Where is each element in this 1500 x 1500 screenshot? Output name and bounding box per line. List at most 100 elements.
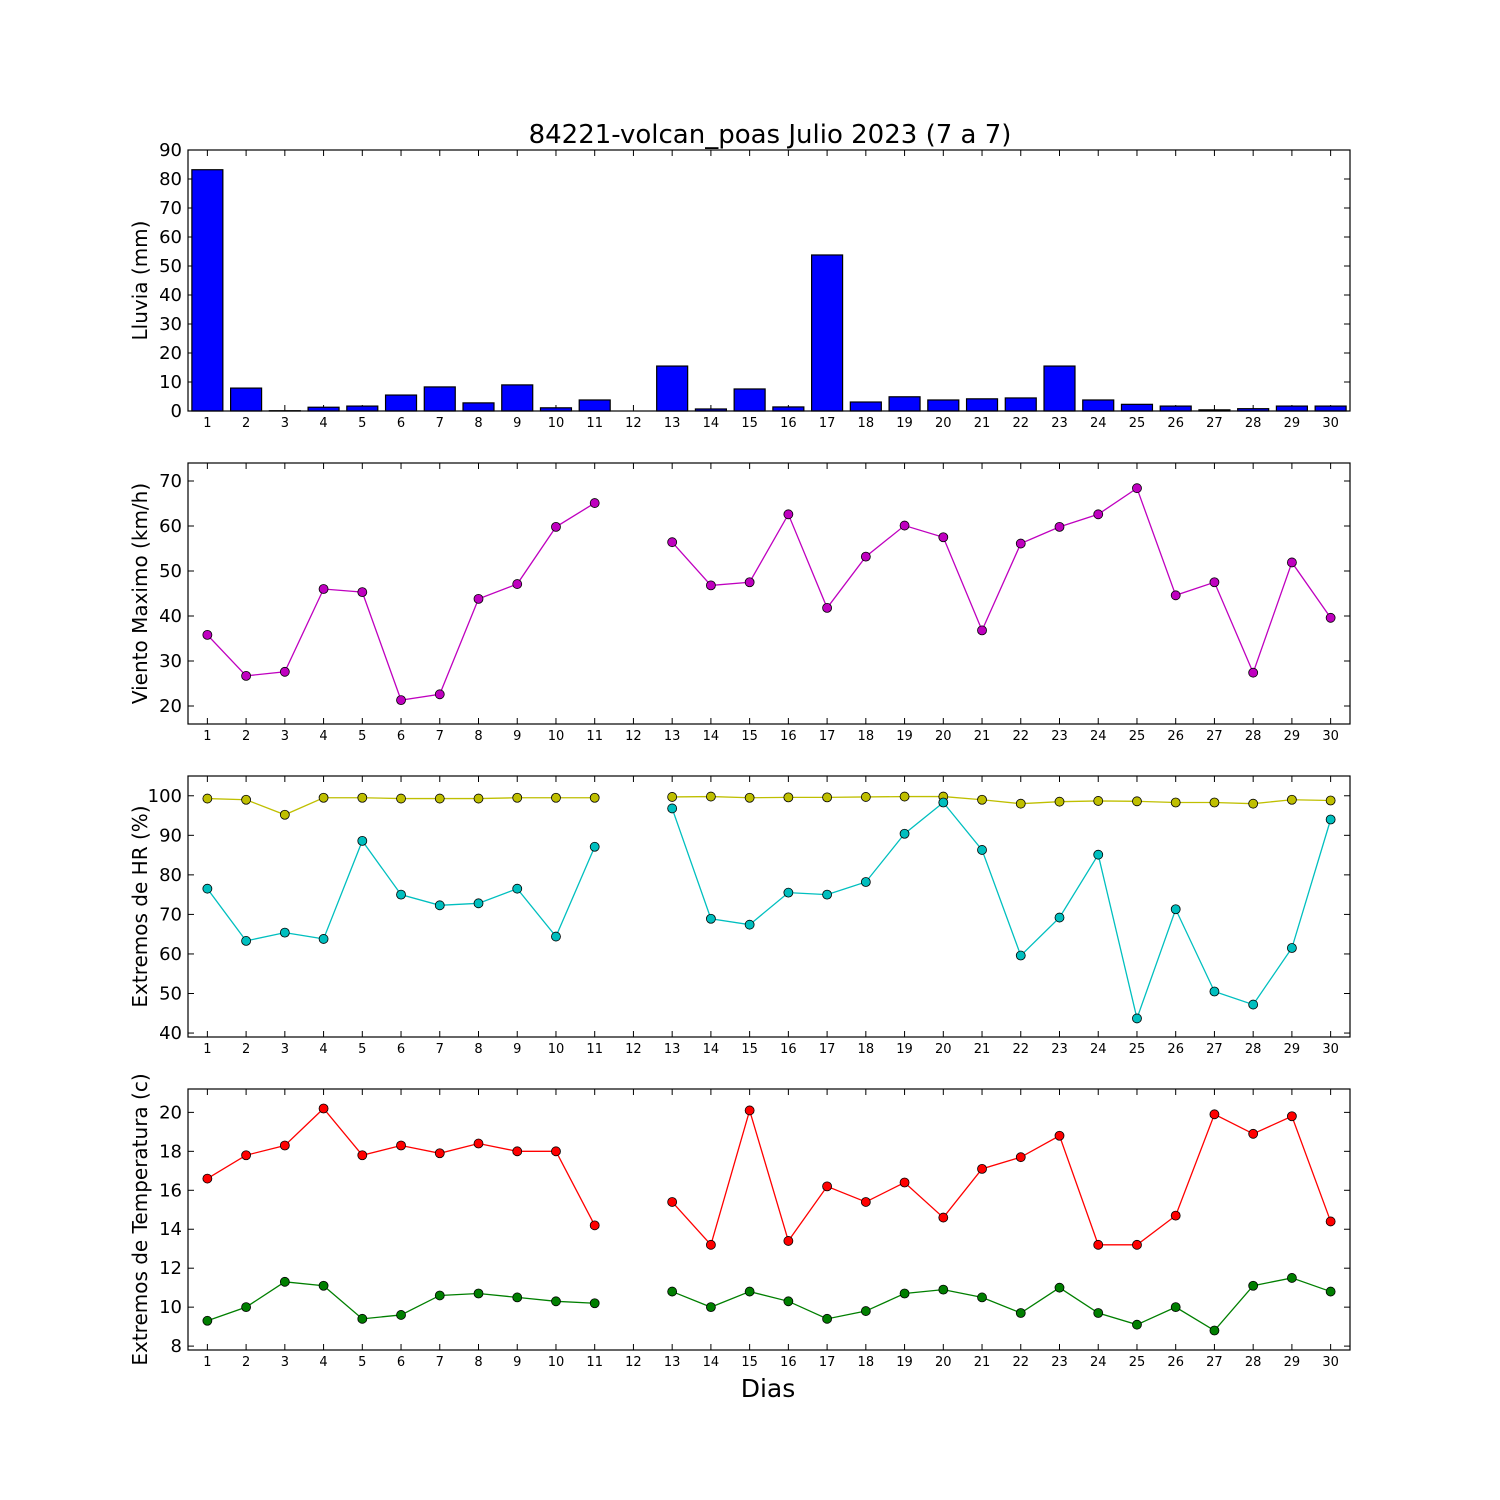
data-point	[396, 793, 406, 804]
data-point	[1054, 522, 1065, 532]
x-tick-label: 22	[1012, 1355, 1029, 1370]
series-line	[671, 1277, 1331, 1332]
x-tick-label: 12	[625, 729, 642, 744]
x-tick-label: 21	[974, 729, 991, 744]
x-tick-label: 19	[896, 1042, 913, 1057]
bar	[772, 406, 805, 412]
data-point	[434, 900, 445, 911]
x-tick-label: 2	[242, 729, 250, 744]
data-point	[744, 577, 755, 588]
x-tick-label: 9	[513, 1042, 521, 1057]
data-point	[1170, 797, 1181, 808]
x-tick-label: 27	[1206, 1355, 1223, 1370]
x-tick-label: 26	[1167, 1355, 1184, 1370]
x-tick-label: 30	[1322, 1355, 1339, 1370]
y-tick-label: 90	[159, 825, 182, 846]
data-point	[512, 579, 523, 589]
y-tick-label: 90	[159, 140, 182, 161]
bar	[1082, 399, 1115, 412]
x-tick-label: 3	[281, 1042, 289, 1057]
x-tick-label: 27	[1206, 416, 1223, 431]
bar	[230, 387, 263, 412]
y-tick-label: 40	[159, 606, 182, 627]
x-tick-label: 25	[1129, 1355, 1146, 1370]
x-tick-label: 11	[586, 416, 603, 431]
data-point	[279, 927, 290, 938]
bar	[927, 399, 960, 412]
data-point	[279, 666, 290, 677]
data-point	[1132, 483, 1142, 494]
y-axis-label: Extremos de Temperatura (c)	[128, 1073, 152, 1365]
x-tick-label: 22	[1012, 729, 1029, 744]
series-line	[671, 487, 1332, 675]
x-tick-label: 18	[858, 729, 875, 744]
data-point	[396, 1140, 406, 1151]
x-tick-label: 9	[513, 1355, 521, 1370]
data-point	[938, 532, 949, 543]
data-point	[279, 1276, 290, 1287]
plot-area	[202, 791, 1336, 1024]
x-tick-label: 28	[1245, 1355, 1262, 1370]
data-point	[1170, 1210, 1181, 1221]
data-point	[589, 1298, 600, 1309]
series-line	[671, 801, 1332, 1021]
x-tick-label: 26	[1167, 1042, 1184, 1057]
y-tick-label: 8	[171, 1336, 182, 1357]
y-tick-label: 18	[159, 1141, 182, 1162]
x-tick-label: 21	[974, 1042, 991, 1057]
x-tick-label: 15	[741, 416, 758, 431]
data-point	[783, 887, 794, 898]
y-tick-label: 80	[159, 169, 182, 190]
x-tick-label: 27	[1206, 1042, 1223, 1057]
data-point	[1132, 796, 1142, 807]
series-line	[207, 1107, 596, 1226]
x-tick-label: 5	[358, 1042, 366, 1057]
x-tick-label: 13	[664, 729, 681, 744]
x-tick-label: 1	[203, 1042, 211, 1057]
data-point	[1325, 1286, 1336, 1297]
data-point	[551, 931, 561, 942]
data-point	[473, 793, 484, 804]
data-point	[202, 1315, 213, 1326]
data-point	[1132, 1239, 1142, 1250]
data-point	[899, 828, 910, 839]
y-tick-label: 60	[159, 227, 182, 248]
x-tick-label: 29	[1284, 1355, 1301, 1370]
data-point	[783, 1296, 794, 1307]
x-tick-label: 23	[1051, 1355, 1068, 1370]
x-tick-label: 30	[1322, 1042, 1339, 1057]
data-point	[783, 792, 794, 803]
x-tick-label: 17	[819, 416, 836, 431]
x-tick-label: 29	[1284, 729, 1301, 744]
x-tick-label: 13	[664, 1042, 681, 1057]
x-tick-label: 23	[1051, 1042, 1068, 1057]
x-tick-label: 6	[397, 416, 405, 431]
x-tick-label: 20	[935, 729, 952, 744]
data-point	[860, 1197, 871, 1207]
data-point	[1287, 943, 1297, 953]
data-point	[241, 936, 252, 946]
data-point	[357, 792, 368, 803]
data-point	[551, 792, 561, 803]
x-tick-label: 24	[1090, 729, 1107, 744]
data-point	[551, 522, 561, 532]
data-point	[860, 877, 871, 887]
data-point	[744, 792, 755, 803]
data-point	[899, 791, 910, 802]
x-tick-label: 14	[703, 729, 720, 744]
x-tick-label: 4	[319, 1042, 327, 1057]
bar	[1314, 405, 1347, 412]
data-point	[706, 1239, 716, 1250]
data-point	[1209, 986, 1220, 997]
data-point	[318, 1103, 329, 1114]
data-point	[1015, 950, 1026, 961]
y-tick-label: 30	[159, 314, 182, 335]
data-point	[241, 1302, 252, 1313]
data-point	[589, 792, 600, 803]
x-tick-label: 17	[819, 729, 836, 744]
plot-area	[202, 483, 1336, 706]
data-point	[1054, 1130, 1065, 1141]
data-point	[1093, 1308, 1104, 1318]
